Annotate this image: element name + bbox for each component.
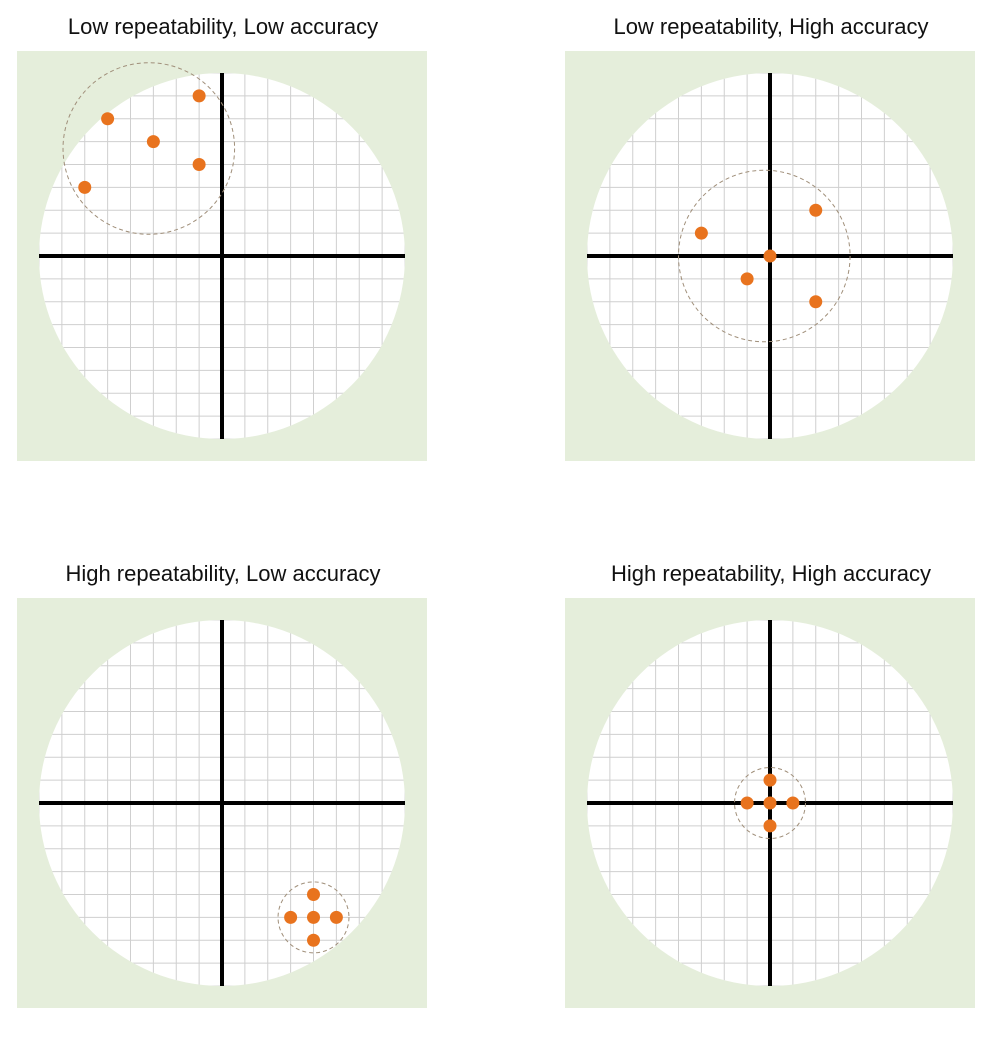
data-point: [284, 910, 298, 924]
target-diagram: [17, 51, 427, 461]
data-point: [740, 272, 754, 286]
data-point: [146, 135, 160, 149]
data-point: [786, 796, 800, 810]
data-point: [307, 933, 320, 947]
data-point: [740, 796, 754, 810]
target-diagram: [565, 51, 975, 461]
panel-title: Low repeatability, High accuracy: [613, 14, 929, 39]
data-point: [809, 295, 823, 309]
data-point: [101, 112, 115, 126]
data-point: [329, 910, 343, 924]
spread-circle: [277, 881, 350, 954]
data-point: [809, 203, 823, 217]
spread-circle: [62, 62, 236, 235]
target-diagram: [565, 598, 975, 1008]
data-point: [307, 888, 320, 901]
data-point: [763, 249, 777, 263]
panel-title: Low repeatability, Low accuracy: [67, 14, 379, 39]
data-point: [78, 180, 92, 194]
data-point: [763, 796, 777, 810]
data-point: [307, 910, 320, 924]
panel-title: High repeatability, High accuracy: [611, 561, 931, 586]
data-point: [192, 89, 206, 103]
data-point: [763, 773, 777, 787]
data-point: [192, 158, 206, 171]
panel-title: High repeatability, Low accuracy: [65, 561, 381, 586]
spread-circle: [734, 767, 806, 839]
target-diagram: [17, 598, 427, 1008]
data-point: [763, 819, 777, 833]
spread-circle: [678, 169, 851, 343]
data-point: [694, 226, 708, 240]
